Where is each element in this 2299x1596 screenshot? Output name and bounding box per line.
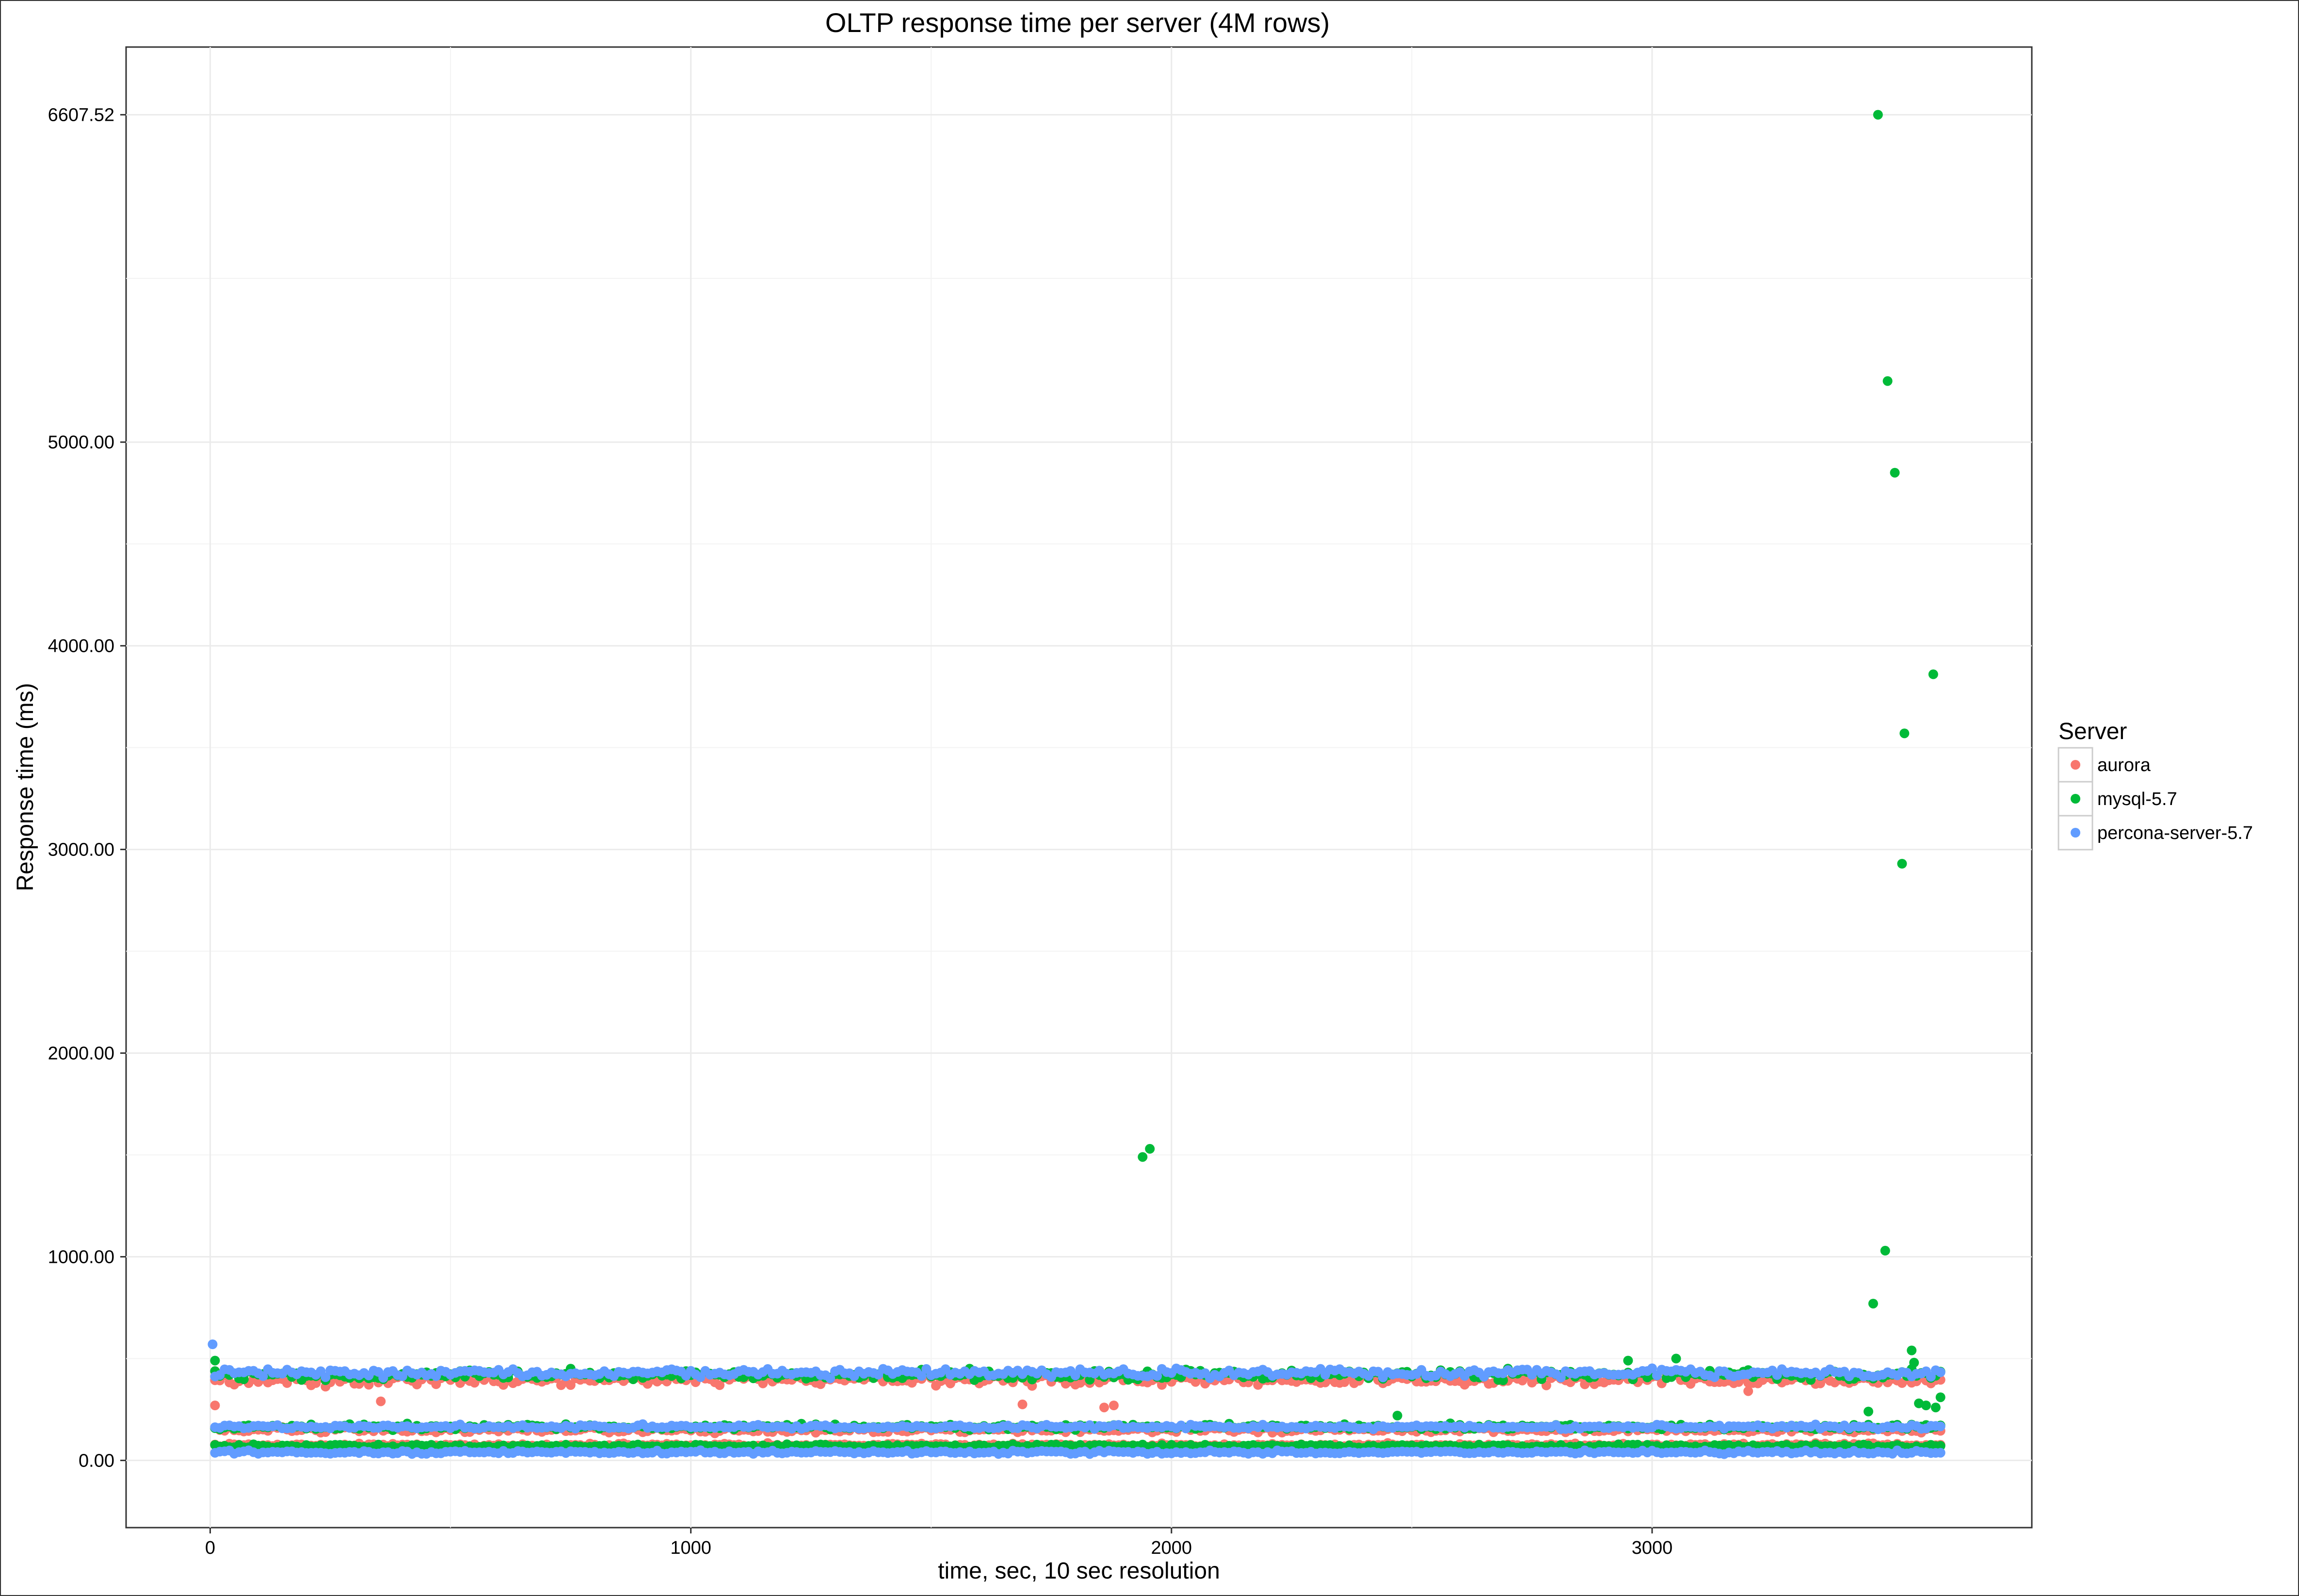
data-point: [321, 1372, 331, 1382]
outlier-point: [210, 1401, 220, 1410]
outlier-point: [1897, 859, 1907, 869]
legend-item-percona-server-5.7: percona-server-5.7: [2058, 815, 2253, 851]
data-point: [1935, 1421, 1945, 1432]
series-percona-server-5.7: [208, 1339, 1945, 1459]
outlier-point: [1099, 1403, 1109, 1413]
data-point: [1935, 1448, 1945, 1458]
outlier-point: [1017, 1399, 1028, 1409]
y-tick-label: 5000.00: [48, 433, 114, 453]
data-point: [1647, 1363, 1657, 1373]
y-tick-label: 1000.00: [48, 1247, 114, 1267]
major-gridlines: [126, 47, 2032, 1528]
data-point: [1498, 1375, 1508, 1386]
legend-items: aurora mysql-5.7 percona-server-5.7: [2058, 747, 2253, 851]
outlier-point: [1880, 1245, 1890, 1256]
outlier-point: [1138, 1152, 1148, 1162]
plot-panel: [125, 46, 2033, 1529]
legend-item-aurora: aurora: [2058, 747, 2151, 783]
y-tick-label: 2000.00: [48, 1044, 114, 1064]
legend-marker: [2071, 794, 2080, 804]
y-tick-label: 0.00: [79, 1451, 114, 1471]
legend-label: mysql-5.7: [2097, 789, 2177, 809]
outlier-point: [1623, 1355, 1633, 1366]
outlier-point: [1864, 1406, 1873, 1417]
x-tick-label: 3000: [1632, 1538, 1673, 1558]
outlier-point: [208, 1339, 218, 1349]
chart-title: OLTP response time per server (4M rows): [825, 7, 1330, 38]
outlier-point: [1921, 1401, 1931, 1410]
x-tick-label: 1000: [670, 1538, 711, 1558]
outlier-point: [1873, 110, 1883, 120]
minor-gridlines: [126, 47, 2032, 1528]
data-point: [1152, 1371, 1162, 1381]
outlier-point: [1145, 1144, 1155, 1154]
outlier-point: [210, 1355, 220, 1366]
legend-item-mysql-5.7: mysql-5.7: [2058, 781, 2177, 817]
y-axis: 0.00 1000.00 2000.00 3000.00 4000.00 5000.00 6…: [48, 105, 126, 1471]
outlier-point: [1882, 376, 1893, 386]
data-point: [916, 1371, 927, 1381]
y-tick-label: 3000.00: [48, 840, 114, 860]
x-tick-label: 2000: [1151, 1538, 1192, 1558]
data-point: [715, 1380, 725, 1390]
outlier-point: [1868, 1299, 1878, 1309]
plot-background: [125, 46, 2033, 1529]
outlier-point: [1930, 1403, 1941, 1413]
outlier-point: [1392, 1411, 1402, 1420]
data-point: [258, 1371, 268, 1381]
legend-label: aurora: [2097, 755, 2151, 775]
x-axis-title: time, sec, 10 sec resolution: [938, 1558, 1220, 1584]
outlier-point: [1928, 669, 1938, 679]
legend-label: percona-server-5.7: [2097, 823, 2253, 843]
legend: Server aurora mysql-5.7 percona-server-5.7: [2058, 719, 2253, 851]
x-tick-label: 0: [205, 1538, 215, 1558]
y-axis-title: Response time (ms): [13, 683, 38, 891]
outlier-point: [1743, 1386, 1753, 1396]
y-tick-label: 6607.52: [48, 105, 114, 126]
legend-marker: [2071, 760, 2080, 770]
outlier-point: [1899, 728, 1910, 739]
x-axis: 0 1000 2000 3000: [205, 1528, 1672, 1558]
data-point: [1935, 1441, 1945, 1451]
data-point: [1935, 1367, 1945, 1377]
data-point: [825, 1373, 836, 1384]
outlier-point: [1909, 1357, 1919, 1368]
outlier-point: [1109, 1401, 1119, 1410]
outlier-point: [376, 1396, 386, 1406]
outlier-point: [1935, 1392, 1945, 1403]
data-points: [208, 110, 1945, 1459]
y-tick-label: 4000.00: [48, 636, 114, 657]
legend-title: Server: [2058, 719, 2127, 744]
outlier-point: [1890, 468, 1900, 478]
data-point: [565, 1380, 576, 1390]
outlier-point: [1907, 1345, 1917, 1355]
outlier-point: [1671, 1354, 1681, 1364]
data-point: [239, 1374, 249, 1385]
legend-marker: [2071, 828, 2080, 838]
